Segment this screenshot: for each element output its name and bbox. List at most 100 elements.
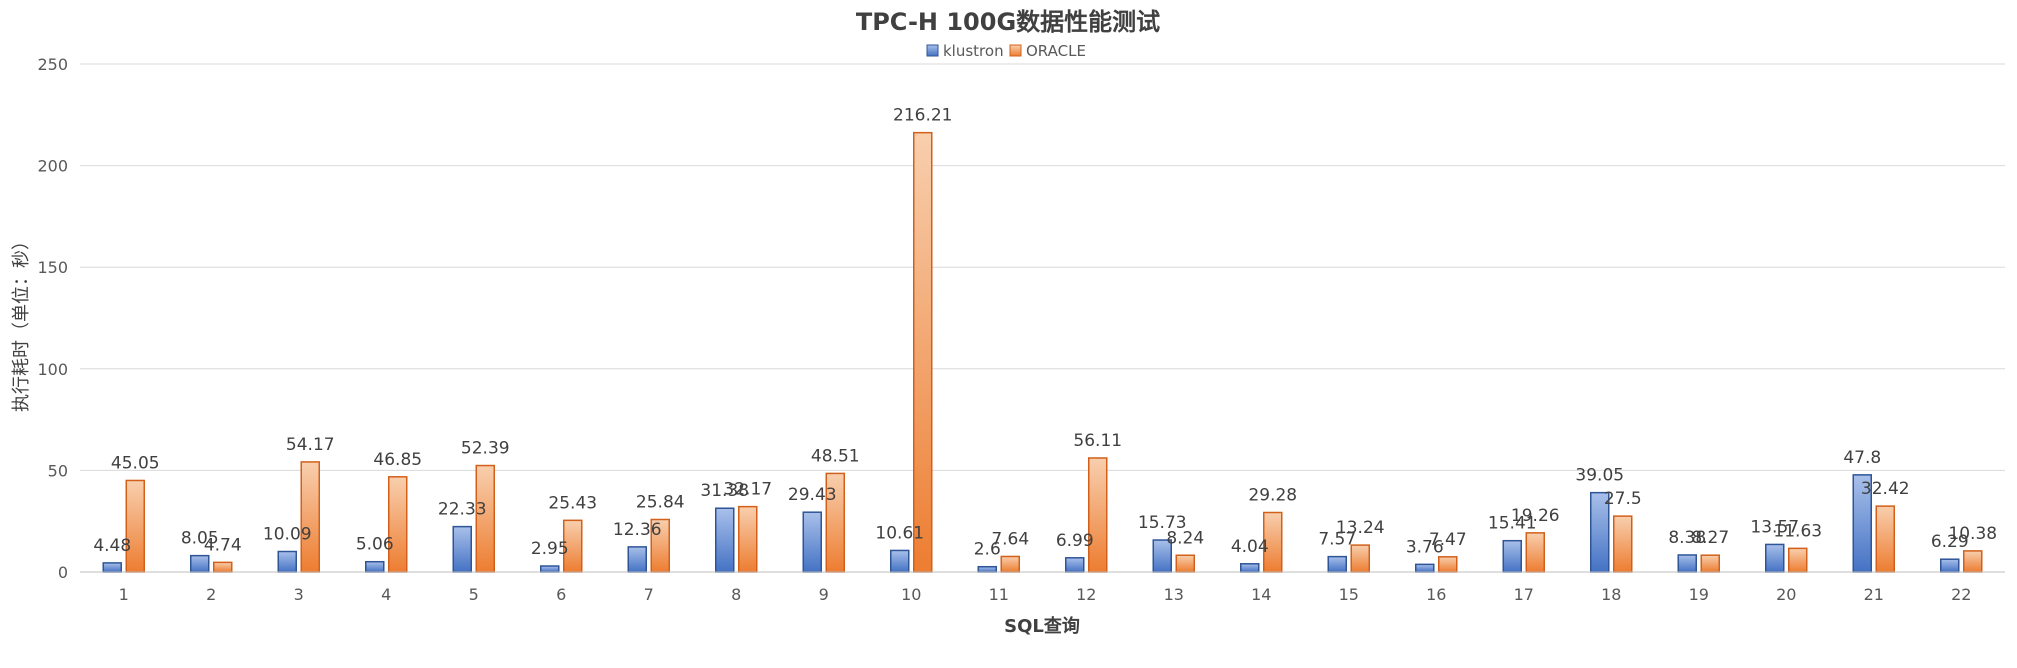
data-label: 216.21 (893, 106, 952, 126)
bar-klustron (102, 562, 122, 573)
bar-klustron (1940, 558, 1960, 573)
bar-klustron (365, 560, 385, 573)
data-label: 54.17 (286, 435, 335, 455)
bar-oracle (1000, 555, 1020, 573)
data-label: 12.36 (613, 520, 662, 540)
data-label: 13.24 (1336, 518, 1385, 538)
x-tick-label: 15 (1339, 585, 1359, 604)
x-tick-label: 16 (1426, 585, 1446, 604)
data-label: 39.05 (1575, 466, 1624, 486)
x-tick-label: 11 (989, 585, 1009, 604)
data-label: 10.09 (263, 524, 312, 544)
data-label: 8.05 (181, 529, 219, 549)
gridlines (80, 63, 2005, 471)
data-label: 31.38 (700, 481, 749, 501)
bar-klustron (277, 550, 297, 573)
bar-oracle (1788, 547, 1808, 573)
bar-klustron (1677, 554, 1697, 573)
bar-oracle (1438, 556, 1458, 573)
data-label: 6.29 (1931, 532, 1969, 552)
y-axis-title: 执行耗时（单位：秒） (11, 232, 32, 412)
bar-klustron (802, 511, 822, 573)
data-label: 25.43 (548, 493, 597, 513)
bar-klustron (890, 549, 910, 573)
data-label: 10.61 (875, 523, 924, 543)
data-label: 4.48 (93, 536, 131, 556)
bar-oracle (1088, 457, 1108, 573)
bar-oracle (1875, 505, 1895, 573)
bar-oracle (213, 561, 233, 573)
data-label: 19.26 (1511, 506, 1560, 526)
y-tick-label: 50 (48, 461, 68, 480)
data-label: 29.28 (1248, 486, 1297, 506)
legend-label: klustron (943, 42, 1004, 60)
chart-title: TPC-H 100G数据性能测试 (856, 8, 1160, 36)
y-tick-label: 200 (37, 157, 68, 176)
x-tick-label: 2 (206, 585, 216, 604)
data-label: 22.33 (438, 500, 487, 520)
x-tick-label: 1 (119, 585, 129, 604)
x-tick-label: 6 (556, 585, 566, 604)
data-label: 56.11 (1073, 431, 1122, 451)
bar-klustron (190, 554, 210, 573)
bar-klustron (1765, 543, 1785, 573)
x-tick-label: 5 (469, 585, 479, 604)
bars (102, 131, 1983, 573)
bar-klustron (715, 507, 735, 573)
data-label: 13.57 (1750, 517, 1799, 537)
data-label: 15.41 (1488, 514, 1537, 534)
bar-klustron (1327, 555, 1347, 573)
data-label: 4.04 (1231, 537, 1269, 557)
data-label: 32.17 (723, 480, 772, 500)
data-label: 7.57 (1318, 530, 1356, 550)
data-label: 2.6 (974, 540, 1001, 560)
data-label: 11.63 (1773, 521, 1822, 541)
x-tick-label: 20 (1776, 585, 1796, 604)
y-tick-label: 150 (37, 258, 68, 277)
y-tick-label: 100 (37, 360, 68, 379)
data-label: 2.95 (531, 539, 569, 559)
data-label: 25.84 (636, 492, 685, 512)
legend-swatch-oracle (1009, 44, 1022, 57)
data-label: 4.74 (204, 535, 242, 555)
y-tick-label: 250 (37, 55, 68, 74)
x-tick-label: 17 (1514, 585, 1534, 604)
x-tick-label: 22 (1951, 585, 1971, 604)
x-tick-label: 19 (1689, 585, 1709, 604)
data-label: 32.42 (1861, 479, 1910, 499)
data-label: 52.39 (461, 439, 510, 459)
x-axis-ticks: 1 2 3 4 5 6 7 8 9 10 11 12 13 14 15 16 17 18 19 20 21 22 (119, 585, 1972, 604)
data-label: 8.38 (1668, 528, 1706, 548)
bar-klustron (977, 565, 997, 573)
x-tick-label: 14 (1251, 585, 1271, 604)
bar-oracle (1525, 532, 1545, 573)
bar-oracle (1700, 554, 1720, 573)
x-tick-label: 18 (1601, 585, 1621, 604)
x-tick-label: 7 (644, 585, 654, 604)
bar-oracle (1963, 550, 1983, 573)
x-tick-label: 21 (1864, 585, 1884, 604)
data-labels: 4.48 45.05 8.054.74 10.09 54.17 5.06 46.85 22.3… (93, 106, 1997, 560)
data-label: 27.5 (1604, 489, 1642, 509)
data-label: 5.06 (356, 535, 394, 555)
data-label: 7.47 (1429, 530, 1467, 550)
bar-oracle (738, 505, 758, 573)
data-label: 45.05 (111, 453, 160, 473)
data-label: 48.51 (811, 446, 860, 466)
y-axis-ticks: 0 50 100 150 200 250 (37, 55, 68, 582)
bar-oracle (125, 479, 145, 573)
x-tick-label: 8 (731, 585, 741, 604)
x-tick-label: 12 (1076, 585, 1096, 604)
data-label: 8.24 (1166, 528, 1204, 548)
data-label: 46.85 (373, 450, 422, 470)
bar-oracle (913, 131, 933, 573)
x-tick-label: 9 (819, 585, 829, 604)
bar-oracle (1613, 515, 1633, 573)
bar-oracle (300, 461, 320, 573)
legend-swatch-klustron (926, 44, 939, 57)
bar-klustron (452, 525, 472, 573)
bar-klustron (1415, 563, 1435, 573)
x-tick-label: 4 (381, 585, 391, 604)
